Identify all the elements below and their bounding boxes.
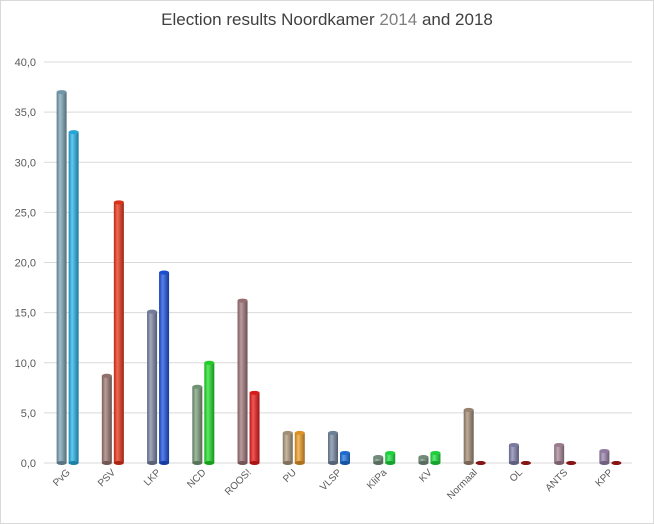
x-tick-label: LKP: [142, 467, 163, 488]
title-year-2014: 2014: [379, 10, 418, 29]
bar-normaal-series1: [463, 407, 474, 465]
x-tick-label: ANTS: [544, 467, 571, 494]
title-prefix: Election results Noordkamer: [161, 10, 380, 29]
bar-vlsp-series1: [328, 430, 338, 465]
bar-kpp-series1: [599, 448, 610, 465]
bar-lkp-series2: [159, 270, 170, 465]
bar-ncd-series1: [192, 384, 203, 465]
title-join: and: [417, 10, 456, 29]
x-tick-label: PSV: [96, 467, 118, 489]
bar-klipa-series2: [385, 450, 396, 465]
y-tick-label: 35,0: [15, 107, 36, 119]
bar-kpp-series2: [611, 461, 622, 465]
x-axis-labels: PvG PSV LKP NCD ROOS! PU VLSP KliPa KV Normaal OL A…: [51, 467, 616, 502]
x-tick-label: VLSP: [318, 467, 344, 493]
bar-ncd-series2: [204, 360, 215, 465]
gridlines: [44, 61, 632, 464]
bar-pvg-series1: [56, 90, 67, 465]
y-tick-label: 25,0: [15, 207, 36, 219]
x-tick-label: OL: [508, 467, 526, 485]
bar-pu-series2: [294, 430, 305, 465]
bar-roos-series2: [249, 390, 260, 465]
bar-roos-series1: [237, 298, 248, 465]
bar-pu-series1: [282, 430, 293, 465]
y-tick-label: 0,0: [21, 458, 36, 470]
bar-pvg-series2: [68, 130, 79, 465]
x-tick-label: NCD: [185, 467, 208, 490]
y-tick-label: 15,0: [15, 308, 36, 320]
chart-title: Election results Noordkamer 2014 and 201…: [0, 10, 654, 30]
bar-ol-series2: [520, 461, 531, 465]
bar-normaal-series2: [475, 461, 486, 465]
y-tick-label: 5,0: [21, 408, 36, 420]
title-year-2018: 2018: [455, 10, 493, 29]
x-tick-label: KliPa: [365, 467, 390, 492]
bar-lkp-series1: [147, 309, 158, 465]
y-tick-label: 20,0: [15, 258, 36, 270]
bar-psv-series2: [113, 200, 124, 465]
bar-psv-series1: [101, 373, 112, 465]
bar-ants-series1: [554, 442, 565, 465]
y-tick-label: 40,0: [15, 57, 36, 69]
bar-ants-series2: [566, 461, 577, 465]
x-tick-label: PvG: [51, 467, 73, 489]
x-tick-label: KV: [417, 467, 434, 484]
y-axis-ticks: 0,0 5,0 10,0 15,0 20,0 25,0 30,0 35,0 40,0: [15, 57, 36, 470]
x-tick-label: KPP: [594, 467, 616, 489]
x-tick-label: Normaal: [445, 467, 480, 502]
x-tick-label: ROOS!: [223, 467, 254, 498]
y-tick-label: 10,0: [15, 358, 36, 370]
bar-vlsp-series2: [340, 450, 350, 465]
x-tick-label: PU: [281, 467, 299, 485]
bar-klipa-series1: [373, 454, 384, 465]
bar-ol-series1: [508, 442, 519, 465]
bar-kv-series2: [430, 450, 441, 465]
bars: [56, 90, 622, 465]
y-tick-label: 30,0: [15, 157, 36, 169]
bar-kv-series1: [418, 454, 429, 465]
